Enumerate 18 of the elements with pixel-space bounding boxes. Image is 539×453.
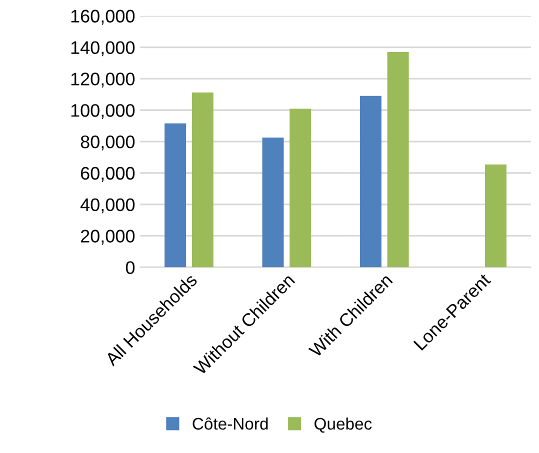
bar [485,164,506,268]
y-tick-label: 20,000 [80,230,135,245]
y-tick-label: 60,000 [80,166,135,182]
bar [262,138,284,268]
bar [192,92,214,268]
legend-label: Quebec [314,417,372,433]
y-tick-label: 100,000 [71,104,135,119]
y-tick-label: 160,000 [71,10,135,25]
bar [360,96,382,268]
legend-label: Côte-Nord [192,417,268,430]
bar [164,123,186,268]
y-tick-label: 80,000 [80,135,135,150]
y-tick-label: 0 [126,261,135,274]
bar [290,108,312,268]
bar [387,52,409,268]
y-tick-label: 140,000 [71,41,135,56]
y-tick-label: 40,000 [80,198,135,214]
y-tick-label: 120,000 [71,72,135,88]
